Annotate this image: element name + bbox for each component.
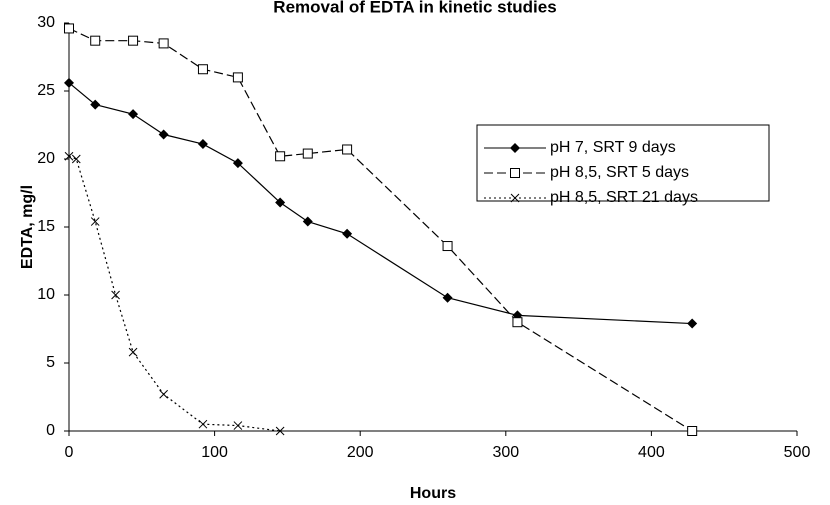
marker <box>128 347 138 357</box>
x-axis-label: Hours <box>410 485 456 502</box>
marker <box>275 426 285 436</box>
marker <box>159 389 168 399</box>
y-tick-label: 15 <box>37 218 55 235</box>
legend-marker <box>510 193 520 203</box>
marker <box>128 109 139 120</box>
marker <box>198 419 208 429</box>
x-tick-label: 100 <box>201 444 228 461</box>
marker <box>158 38 169 49</box>
y-tick-label: 0 <box>46 422 55 439</box>
marker <box>302 148 313 159</box>
marker <box>111 290 120 300</box>
y-tick-label: 5 <box>46 354 55 371</box>
marker <box>342 144 353 155</box>
series-line <box>68 82 693 325</box>
marker <box>302 216 313 227</box>
x-tick-label: 400 <box>638 444 665 461</box>
marker <box>687 318 698 329</box>
marker <box>64 77 74 88</box>
marker <box>342 228 353 239</box>
chart-title: Removal of EDTA in kinetic studies <box>273 0 556 16</box>
marker <box>158 129 169 140</box>
marker <box>275 197 286 208</box>
legend-marker <box>510 143 520 153</box>
legend <box>476 124 770 202</box>
marker <box>90 217 100 226</box>
marker <box>442 292 453 303</box>
x-tick-label: 200 <box>347 444 374 461</box>
legend-label: pH 8,5, SRT 21 days <box>550 189 698 206</box>
legend-label: pH 7, SRT 9 days <box>550 139 676 156</box>
marker <box>90 35 101 46</box>
marker <box>275 151 286 162</box>
marker <box>232 72 243 83</box>
y-tick-label: 25 <box>37 82 55 99</box>
marker <box>233 421 243 430</box>
y-tick-label: 20 <box>37 150 55 167</box>
marker <box>232 158 243 169</box>
marker <box>687 426 698 436</box>
x-tick-label: 500 <box>784 444 811 461</box>
y-tick-label: 30 <box>37 14 55 31</box>
marker <box>64 151 74 161</box>
legend-marker <box>510 168 520 178</box>
series-line <box>68 155 281 432</box>
marker <box>64 23 74 34</box>
y-tick-label: 10 <box>37 286 55 303</box>
marker <box>71 154 81 164</box>
marker <box>197 139 208 150</box>
legend-label: pH 8,5, SRT 5 days <box>550 164 689 181</box>
y-axis-label: EDTA, mg/l <box>19 185 36 269</box>
marker <box>442 241 453 252</box>
marker <box>90 99 101 110</box>
marker <box>512 317 523 328</box>
x-tick-label: 300 <box>492 444 519 461</box>
marker <box>128 35 139 46</box>
marker <box>197 64 208 75</box>
series-line <box>68 27 693 432</box>
x-tick-label: 0 <box>65 444 74 461</box>
